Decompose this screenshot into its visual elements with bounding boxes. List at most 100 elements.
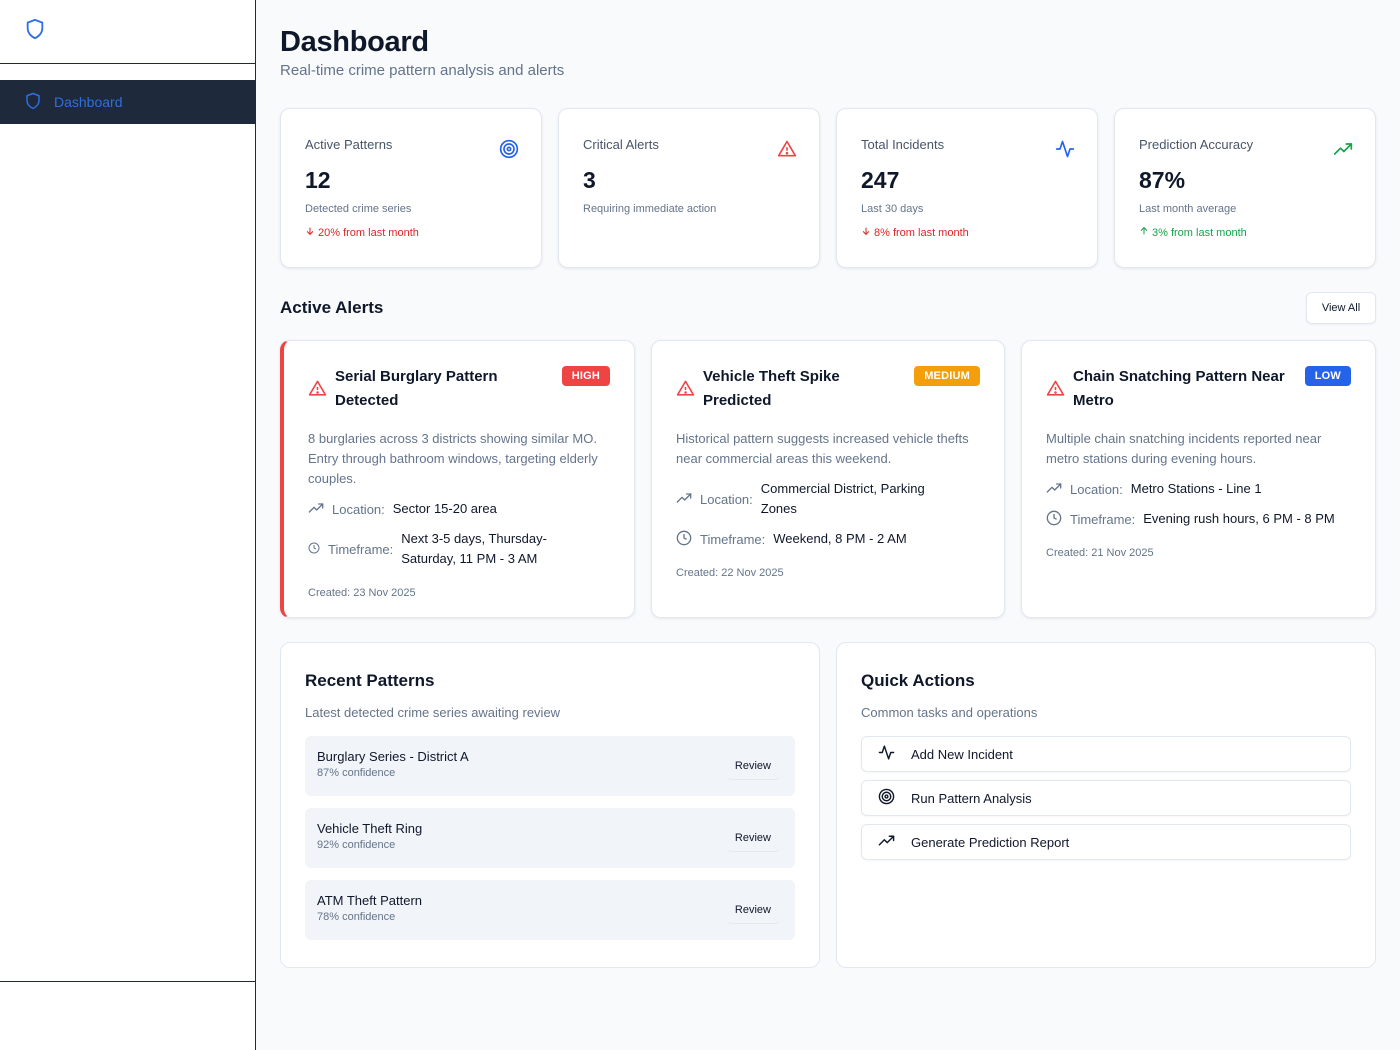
- arrow-down-icon: [861, 226, 871, 239]
- run-pattern-analysis-button[interactable]: Run Pattern Analysis: [861, 780, 1351, 816]
- stat-value: 247: [861, 167, 900, 193]
- pattern-confidence: 92% confidence: [317, 839, 396, 851]
- trending-up-icon: [308, 500, 332, 519]
- activity-icon: [1055, 139, 1075, 164]
- clock-icon: [308, 542, 328, 557]
- target-icon: [499, 139, 519, 164]
- list-item: Vehicle Theft Ring 92% confidence Review: [305, 808, 795, 868]
- review-button[interactable]: Review: [726, 752, 779, 780]
- stat-trend: 3% from last month: [1139, 226, 1351, 239]
- active-alerts-title: Active Alerts: [280, 298, 384, 317]
- action-label: Run Pattern Analysis: [911, 790, 1032, 806]
- alert-timeframe: Timeframe: Evening rush hours, 6 PM - 8 …: [1046, 509, 1351, 529]
- recent-patterns-panel: Recent Patterns Latest detected crime se…: [280, 642, 820, 968]
- trending-up-icon: [1333, 139, 1353, 164]
- trending-up-icon: [676, 490, 700, 509]
- alert-location: Location: Sector 15-20 area: [308, 499, 610, 519]
- sidebar-logo[interactable]: [0, 0, 255, 64]
- stat-trend: 8% from last month: [861, 226, 1073, 239]
- action-label: Add New Incident: [911, 746, 1013, 762]
- arrow-down-icon: [305, 226, 315, 239]
- panel-title: Recent Patterns: [305, 671, 435, 690]
- sidebar: Dashboard: [0, 0, 256, 1050]
- alert-timeframe: Timeframe: Weekend, 8 PM - 2 AM: [676, 529, 980, 549]
- sidebar-item-dashboard[interactable]: Dashboard: [0, 80, 255, 124]
- stat-trend-text: 8% from last month: [874, 226, 969, 239]
- warning-icon: [676, 379, 695, 403]
- stats-row: Active Patterns 12 Detected crime series…: [280, 108, 1376, 268]
- pattern-name: ATM Theft Pattern: [317, 893, 423, 908]
- stat-value: 87%: [1139, 167, 1186, 193]
- view-all-button[interactable]: View All: [1306, 292, 1376, 324]
- alerts-row: HIGH Serial Burglary Pattern Detected 8 …: [280, 340, 1376, 618]
- severity-badge: HIGH: [561, 366, 610, 386]
- alert-title: Chain Snatching Pattern Near Metro: [1073, 368, 1285, 409]
- alert-created: Created: 23 Nov 2025: [308, 587, 416, 599]
- panel-title: Quick Actions: [861, 671, 975, 690]
- alert-description: Historical pattern suggests increased ve…: [676, 431, 969, 466]
- trending-up-icon: [878, 832, 911, 852]
- alert-title: Serial Burglary Pattern Detected: [335, 368, 498, 409]
- activity-icon: [878, 744, 911, 764]
- stat-card-active-patterns: Active Patterns 12 Detected crime series…: [280, 108, 542, 268]
- location-value: Metro Stations - Line 1: [1130, 481, 1262, 496]
- location-label: Location:: [700, 491, 753, 507]
- pattern-list: Burglary Series - District A 87% confide…: [305, 736, 795, 940]
- timeframe-value: Weekend, 8 PM - 2 AM: [773, 531, 907, 546]
- stat-desc: Last month average: [1139, 203, 1237, 215]
- stat-label: Critical Alerts: [583, 137, 659, 152]
- stat-card-total-incidents: Total Incidents 247 Last 30 days 8% from…: [836, 108, 1098, 268]
- timeframe-value: Evening rush hours, 6 PM - 8 PM: [1143, 511, 1335, 526]
- alert-card-low[interactable]: LOW Chain Snatching Pattern Near Metro M…: [1021, 340, 1376, 618]
- review-button[interactable]: Review: [726, 824, 779, 852]
- alert-location: Location: Metro Stations - Line 1: [1046, 479, 1351, 499]
- alert-card-high[interactable]: HIGH Serial Burglary Pattern Detected 8 …: [280, 340, 635, 618]
- pattern-name: Burglary Series - District A: [317, 749, 469, 764]
- page-subtitle: Real-time crime pattern analysis and ale…: [280, 62, 565, 79]
- clock-icon: [676, 530, 700, 549]
- sidebar-divider: [0, 981, 255, 982]
- pattern-name: Vehicle Theft Ring: [317, 821, 423, 836]
- review-button[interactable]: Review: [726, 896, 779, 924]
- stat-label: Active Patterns: [305, 137, 393, 152]
- action-label: Generate Prediction Report: [911, 834, 1070, 850]
- stat-card-prediction-accuracy: Prediction Accuracy 87% Last month avera…: [1114, 108, 1376, 268]
- add-new-incident-button[interactable]: Add New Incident: [861, 736, 1351, 772]
- stat-trend-text: 20% from last month: [318, 226, 419, 239]
- list-item: Burglary Series - District A 87% confide…: [305, 736, 795, 796]
- alert-created: Created: 22 Nov 2025: [676, 567, 784, 579]
- timeframe-label: Timeframe:: [1070, 511, 1136, 527]
- page-title: Dashboard: [280, 26, 429, 58]
- stat-trend: 20% from last month: [305, 226, 517, 239]
- stat-desc: Detected crime series: [305, 203, 412, 215]
- stat-label: Total Incidents: [861, 137, 945, 152]
- location-label: Location:: [332, 501, 385, 517]
- generate-prediction-report-button[interactable]: Generate Prediction Report: [861, 824, 1351, 860]
- sidebar-item-label: Dashboard: [54, 94, 123, 110]
- target-icon: [878, 788, 911, 808]
- severity-badge: LOW: [1304, 366, 1351, 386]
- quick-actions-panel: Quick Actions Common tasks and operation…: [836, 642, 1376, 968]
- pattern-confidence: 78% confidence: [317, 911, 396, 923]
- location-label: Location:: [1070, 481, 1123, 497]
- timeframe-value: Next 3-5 days, Thursday-Saturday, 11 PM …: [401, 531, 547, 566]
- alert-created: Created: 21 Nov 2025: [1046, 547, 1154, 559]
- stat-desc: Requiring immediate action: [583, 203, 717, 215]
- alert-title: Vehicle Theft Spike Predicted: [703, 368, 840, 409]
- warning-icon: [308, 379, 327, 403]
- stat-desc: Last 30 days: [861, 203, 924, 215]
- warning-icon: [1046, 379, 1065, 403]
- timeframe-label: Timeframe:: [328, 541, 394, 557]
- alert-card-medium[interactable]: MEDIUM Vehicle Theft Spike Predicted His…: [651, 340, 1005, 618]
- alert-location: Location: Commercial District, Parking Z…: [676, 479, 980, 519]
- list-item: ATM Theft Pattern 78% confidence Review: [305, 880, 795, 940]
- stat-trend-text: 3% from last month: [1152, 226, 1247, 239]
- action-list: Add New Incident Run Pattern Analysis Ge…: [861, 736, 1351, 860]
- bottom-row: Recent Patterns Latest detected crime se…: [280, 642, 1376, 968]
- stat-card-critical-alerts: Critical Alerts 3 Requiring immediate ac…: [558, 108, 820, 268]
- pattern-confidence: 87% confidence: [317, 767, 396, 779]
- warning-icon: [777, 139, 797, 164]
- panel-subtitle: Common tasks and operations: [861, 705, 1038, 720]
- alert-description: 8 burglaries across 3 districts showing …: [308, 431, 598, 486]
- stat-label: Prediction Accuracy: [1139, 137, 1254, 152]
